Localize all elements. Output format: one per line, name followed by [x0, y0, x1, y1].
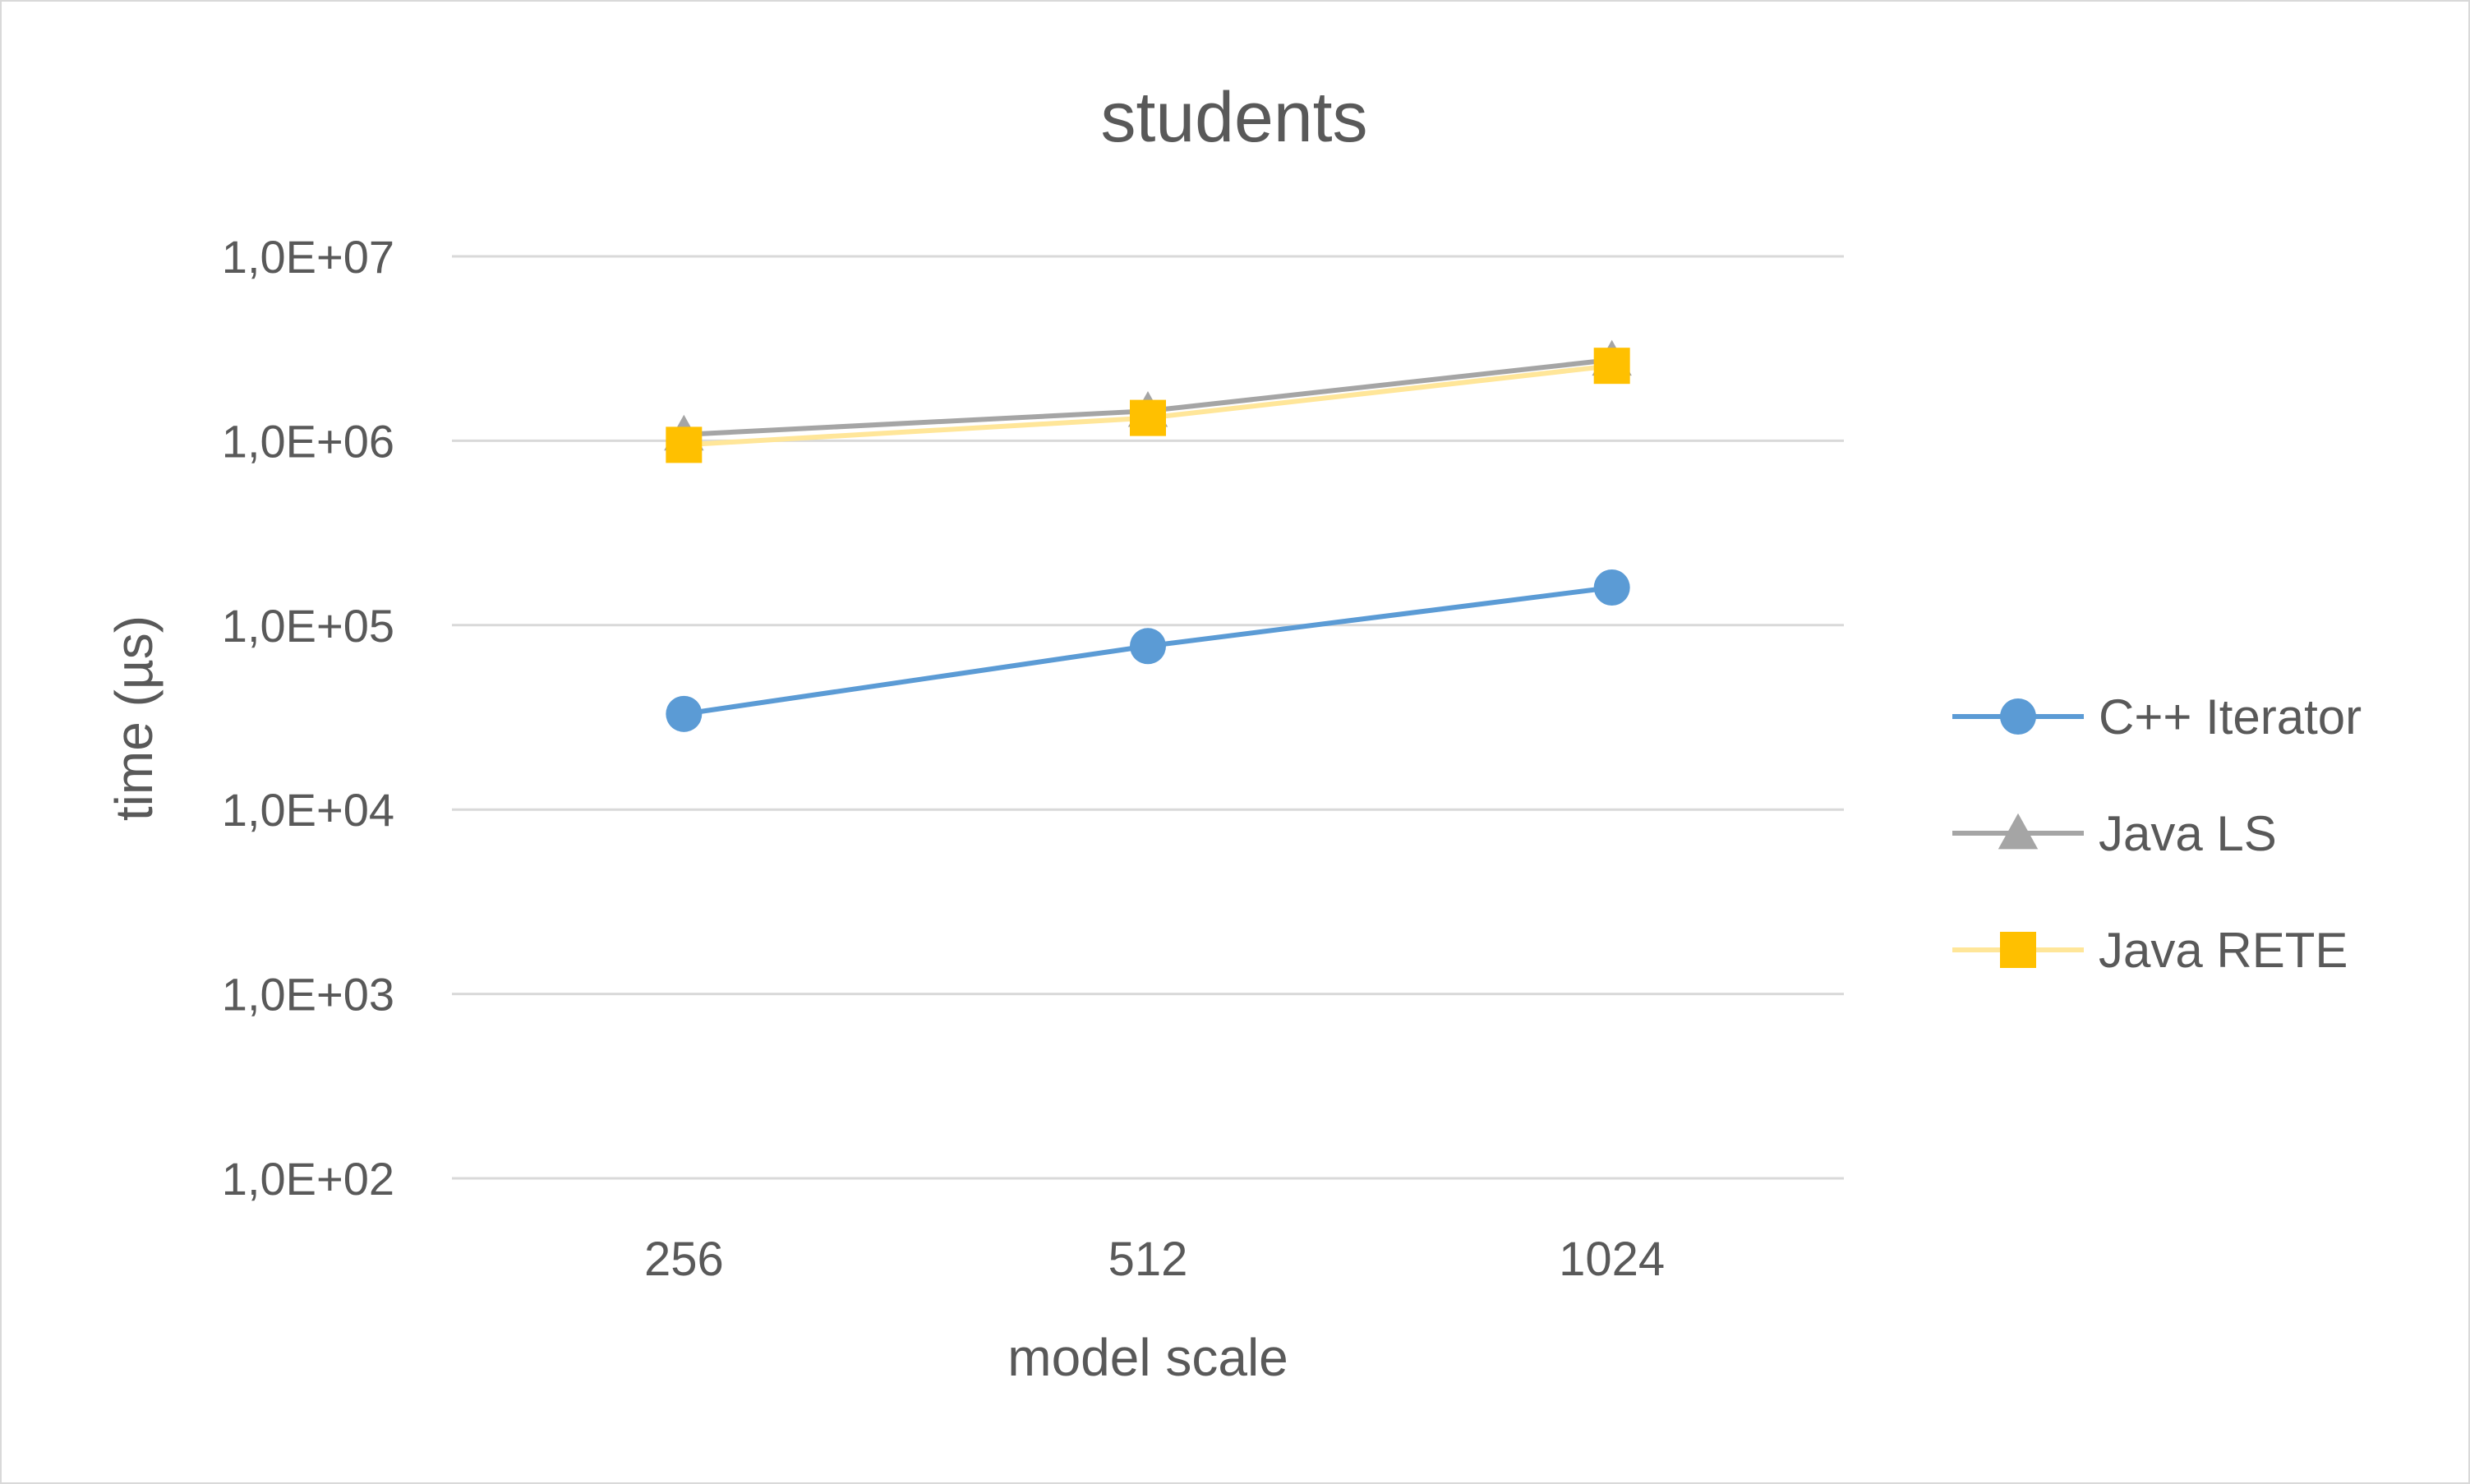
data-point-circle: [1593, 569, 1630, 606]
legend-label: Java LS: [2099, 806, 2277, 861]
data-point-circle: [666, 695, 703, 732]
chart-title: students: [1100, 78, 1367, 157]
legend-item: Java LS: [1952, 806, 2277, 861]
x-tick-label: 1024: [1559, 1233, 1665, 1286]
y-tick-label: 1,0E+02: [222, 1153, 394, 1205]
y-tick-label: 1,0E+04: [222, 784, 394, 836]
x-axis-label: model scale: [1007, 1328, 1288, 1387]
legend-label: Java RETE: [2099, 923, 2348, 978]
legend-label: C++ Iterator: [2099, 689, 2362, 744]
y-tick-label: 1,0E+03: [222, 969, 394, 1021]
legend-item: C++ Iterator: [1952, 689, 2362, 744]
x-tick-label: 256: [644, 1233, 724, 1286]
legend-item: Java RETE: [1952, 923, 2348, 978]
data-point-square: [666, 426, 703, 463]
series-c-iterator: [666, 569, 1630, 732]
data-point-circle: [1130, 628, 1166, 665]
y-tick-label: 1,0E+06: [222, 415, 394, 467]
x-tick-label: 512: [1108, 1233, 1188, 1286]
y-axis-ticks: 1,0E+02 1,0E+03 1,0E+04 1,0E+05 1,0E+06 1,0E+…: [222, 231, 394, 1205]
data-point-triangle: [1998, 813, 2039, 850]
y-axis-label: time (µs): [104, 615, 164, 821]
data-point-square: [1130, 399, 1166, 436]
data-point-square: [2000, 932, 2036, 968]
series-layer: [664, 339, 1632, 732]
x-axis-ticks: 256 512 1024: [644, 1233, 1665, 1286]
data-point-square: [1593, 348, 1630, 385]
legend: C++ Iterator Java LS Java RETE: [1952, 689, 2362, 978]
data-point-circle: [2000, 698, 2036, 735]
y-tick-label: 1,0E+07: [222, 231, 394, 283]
series-java-rete: [666, 348, 1630, 463]
y-tick-label: 1,0E+05: [222, 600, 394, 652]
